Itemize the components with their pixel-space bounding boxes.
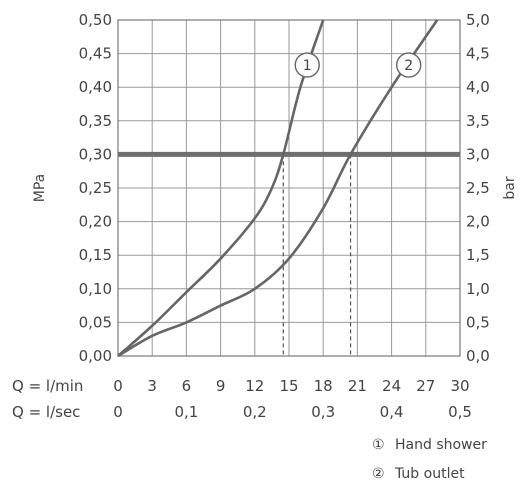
legend: ① Hand shower ② Tub outlet — [372, 437, 487, 482]
y-right-tick-label: 3,5 — [466, 112, 490, 130]
y-right-tick-label: 4,0 — [466, 78, 490, 96]
crossing-markers — [282, 154, 352, 356]
y-right-tick-label: 3,0 — [466, 145, 490, 163]
curve-marker-circle — [396, 52, 422, 78]
y-right-tick-label: 0,0 — [466, 347, 490, 365]
x-axis-label-lsec: Q = l/sec — [12, 403, 80, 421]
y-right-tick-label: 0,5 — [466, 313, 490, 331]
y-axis-label-right: bar — [502, 176, 518, 199]
x-tick-label-lsec: 0,3 — [311, 403, 335, 421]
y-right-ticks: 0,0 0,5 1,0 1,5 2,0 2,5 3,0 3,5 4,0 4,5 5,0 — [466, 11, 490, 365]
y-right-tick-label: 5,0 — [466, 11, 490, 29]
legend-symbol-hand-shower: ① — [372, 437, 385, 453]
curve-marker-number: 2 — [404, 58, 413, 74]
legend-label-tub-outlet: Tub outlet — [394, 466, 465, 482]
y-left-tick-label: 0,35 — [79, 112, 112, 130]
x-tick-label-lmin: 18 — [314, 377, 333, 395]
x-tick-label-lsec: 0,5 — [448, 403, 472, 421]
x-tick-label-lsec: 0,4 — [380, 403, 404, 421]
x-axis-label-lmin: Q = l/min — [12, 377, 83, 395]
y-left-tick-label: 0,25 — [79, 179, 112, 197]
legend-symbol-tub-outlet: ② — [372, 466, 385, 482]
y-left-tick-label: 0,40 — [79, 78, 112, 96]
x-tick-label-lmin: 12 — [245, 377, 264, 395]
x-tick-label-lmin: 6 — [182, 377, 192, 395]
x-axis-row-lmin: 0 3 6 9 12 15 18 21 24 27 30 — [113, 377, 469, 395]
x-tick-label-lsec: 0,1 — [174, 403, 198, 421]
x-tick-label-lmin: 3 — [147, 377, 157, 395]
y-right-tick-label: 1,5 — [466, 246, 490, 264]
y-axis-label-left: MPa — [32, 174, 48, 202]
plot-frame — [117, 19, 461, 357]
y-right-tick-label: 1,0 — [466, 280, 490, 298]
curve-marker-circle — [294, 52, 320, 78]
y-left-ticks: 0,00 0,05 0,10 0,15 0,20 0,25 0,30 0,35 0,40 0,45… — [79, 11, 112, 365]
x-tick-label-lmin: 0 — [113, 377, 123, 395]
x-tick-label-lsec: 0,2 — [243, 403, 267, 421]
y-left-tick-label: 0,15 — [79, 246, 112, 264]
x-tick-label-lmin: 9 — [216, 377, 226, 395]
series-line — [117, 19, 439, 358]
x-tick-label-lmin: 21 — [348, 377, 367, 395]
curve-marker-number: 1 — [303, 58, 312, 74]
y-left-tick-label: 0,10 — [79, 280, 112, 298]
x-axis-row-lsec: 0 0,1 0,2 0,3 0,4 0,5 — [113, 403, 472, 421]
y-left-tick-label: 0,00 — [79, 347, 112, 365]
y-left-tick-label: 0,50 — [79, 11, 112, 29]
y-left-tick-label: 0,45 — [79, 45, 112, 63]
y-left-tick-label: 0,05 — [79, 313, 112, 331]
x-tick-label-lsec: 0 — [113, 403, 123, 421]
x-tick-label-lmin: 27 — [416, 377, 435, 395]
y-left-tick-label: 0,30 — [79, 145, 112, 163]
series-curves — [117, 19, 439, 358]
x-tick-label-lmin: 24 — [382, 377, 401, 395]
legend-label-hand-shower: Hand shower — [395, 437, 487, 453]
plot-border — [117, 19, 461, 357]
y-right-tick-label: 2,0 — [466, 213, 490, 231]
y-right-tick-label: 4,5 — [466, 45, 490, 63]
x-tick-label-lmin: 30 — [450, 377, 469, 395]
series-line — [117, 19, 325, 357]
y-left-tick-label: 0,20 — [79, 213, 112, 231]
y-right-tick-label: 2,5 — [466, 179, 490, 197]
x-tick-label-lmin: 15 — [279, 377, 298, 395]
